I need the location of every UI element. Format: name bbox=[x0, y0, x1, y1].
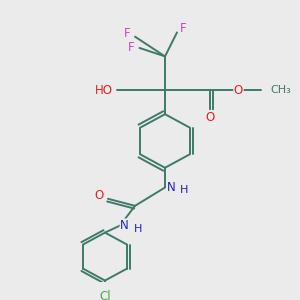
Text: HO: HO bbox=[94, 84, 112, 97]
Text: F: F bbox=[180, 22, 186, 35]
Text: N: N bbox=[120, 219, 129, 232]
Text: Cl: Cl bbox=[99, 290, 111, 300]
Text: CH₃: CH₃ bbox=[270, 85, 291, 95]
Text: O: O bbox=[206, 110, 214, 124]
Text: F: F bbox=[124, 27, 131, 40]
Text: O: O bbox=[234, 84, 243, 97]
Text: F: F bbox=[128, 41, 135, 54]
Text: N: N bbox=[167, 181, 176, 194]
Text: O: O bbox=[94, 190, 103, 202]
Text: H: H bbox=[180, 185, 189, 195]
Text: H: H bbox=[134, 224, 142, 234]
